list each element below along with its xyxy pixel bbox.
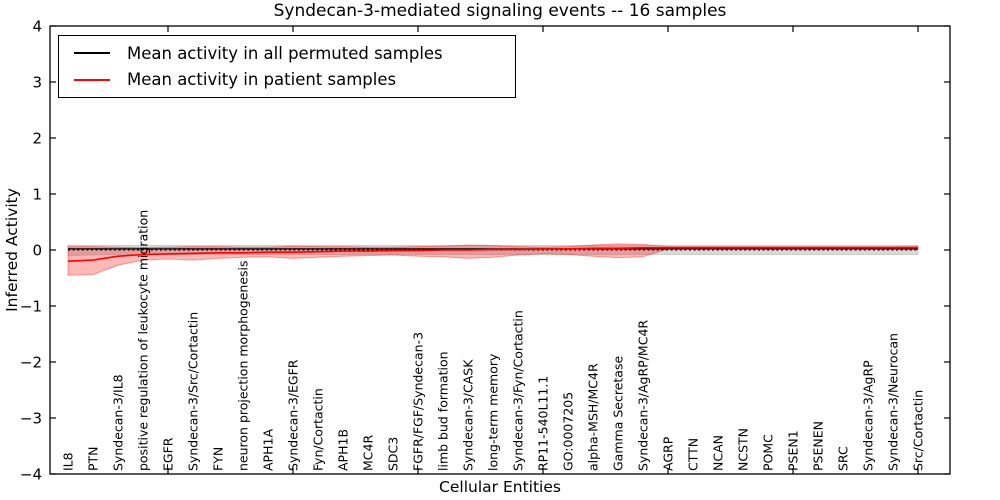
x-entity-label: APH1A	[261, 429, 276, 471]
x-entity-label: FYN	[211, 447, 226, 471]
x-entity-label: MC4R	[361, 435, 376, 471]
legend-label-patient: Mean activity in patient samples	[127, 70, 397, 90]
x-entity-label: RP11-540L11.1	[536, 376, 551, 471]
patient-mean-line	[67, 247, 918, 262]
legend: Mean activity in all permuted samples Me…	[58, 35, 516, 98]
x-entity-label: CTTN	[686, 438, 701, 471]
x-entity-label: positive regulation of leukocyte migrati…	[136, 210, 151, 471]
y-tick-label: −3	[20, 410, 42, 428]
x-entity-label: Fyn/Cortactin	[311, 388, 326, 471]
x-entity-label: Syndecan-3/Src/Cortactin	[186, 312, 201, 471]
x-entity-label: NCSTN	[736, 428, 751, 471]
x-entity-label: alpha-MSH/MC4R	[586, 363, 601, 471]
x-entity-label: PSEN1	[786, 430, 801, 471]
x-axis-label: Cellular Entities	[439, 478, 561, 496]
y-tick-label: −1	[20, 298, 42, 316]
x-entity-label: Syndecan-3/EGFR	[286, 359, 301, 471]
y-tick-label: 3	[32, 74, 42, 92]
y-tick-label: −4	[20, 466, 42, 484]
x-entity-label: Syndecan-3/Fyn/Cortactin	[511, 310, 526, 471]
legend-item-permuted: Mean activity in all permuted samples	[74, 44, 515, 63]
x-entity-label: Gamma Secretase	[611, 356, 626, 471]
x-entity-label: IL8	[61, 452, 76, 471]
x-entity-label: Syndecan-3/AgRP/MC4R	[636, 320, 651, 471]
x-entity-label: POMC	[761, 434, 776, 471]
x-entity-label: NCAN	[711, 435, 726, 471]
x-entity-label: Src/Cortactin	[911, 390, 926, 471]
x-entity-label: SDC3	[386, 437, 401, 471]
x-entity-label: Syndecan-3/CASK	[461, 359, 476, 471]
legend-line-black-icon	[74, 52, 110, 55]
legend-label-permuted: Mean activity in all permuted samples	[127, 43, 443, 63]
y-tick-label: 1	[32, 186, 42, 204]
y-tick-label: 4	[32, 18, 42, 36]
legend-line-red-icon	[74, 78, 110, 81]
x-entity-label: FGFR/FGF/Syndecan-3	[411, 332, 426, 471]
x-entity-label: PTN	[86, 446, 101, 471]
x-entity-label: long-term memory	[486, 353, 501, 471]
y-tick-label: 2	[32, 130, 42, 148]
legend-item-patient: Mean activity in patient samples	[74, 70, 515, 89]
x-entity-label: PSENEN	[811, 421, 826, 471]
x-entity-label: Syndecan-3/Neurocan	[886, 333, 901, 471]
x-entity-label: SRC	[836, 446, 851, 471]
chart-title: Syndecan-3-mediated signaling events -- …	[273, 1, 727, 21]
x-entity-label: limb bud formation	[436, 351, 451, 471]
x-entity-label: EGFR	[161, 437, 176, 471]
y-tick-label: 0	[32, 242, 42, 260]
y-tick-label: −2	[20, 354, 42, 372]
x-entity-label: neuron projection morphogenesis	[236, 260, 251, 471]
x-entity-label: Syndecan-3/AgRP	[861, 360, 876, 471]
x-entity-label: AGRP	[661, 436, 676, 471]
x-entity-label: GO:0007205	[561, 392, 576, 471]
y-axis-label: Inferred Activity	[3, 188, 21, 312]
x-entity-label: APH1B	[336, 429, 351, 471]
x-entity-label: Syndecan-3/IL8	[111, 374, 126, 471]
